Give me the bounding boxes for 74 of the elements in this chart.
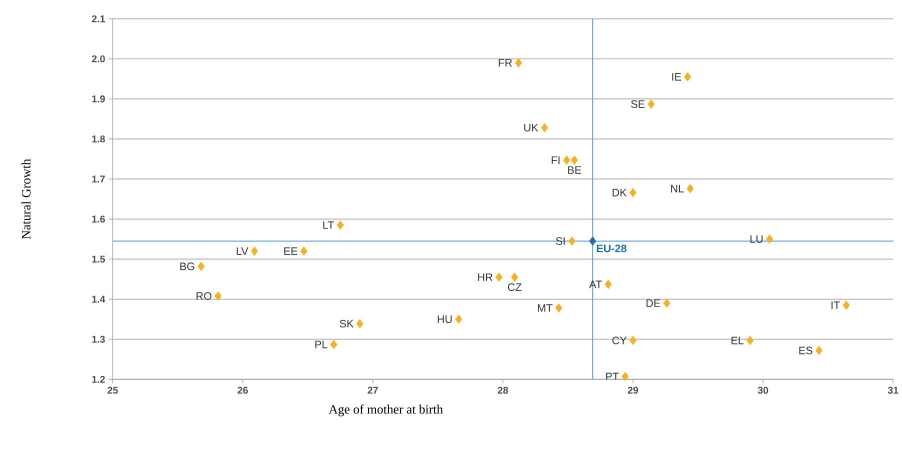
point: [455, 314, 462, 324]
point: [746, 336, 754, 345]
series-label: EU-28: [596, 244, 626, 252]
annotation: NL: [671, 184, 684, 192]
point: [686, 184, 694, 194]
x-tick-label: 27: [368, 386, 378, 394]
point: [589, 236, 596, 246]
annotation: DK: [612, 188, 627, 196]
annotation: UK: [524, 124, 538, 132]
point: [214, 291, 222, 300]
point: [766, 234, 774, 244]
point: [250, 246, 258, 256]
x-tick-label: 30: [758, 386, 768, 394]
y-tick-label: 1.5: [92, 255, 105, 262]
x-axis-title: Age of mother at birth: [328, 404, 443, 416]
point: [300, 246, 308, 256]
y-tick-label: 1.8: [92, 135, 105, 142]
annotation: DE: [646, 299, 660, 307]
x-tick-label: 31: [888, 386, 898, 394]
y-tick-label: 1.4: [92, 296, 106, 302]
annotation: BE: [568, 166, 582, 174]
annotation: CZ: [508, 283, 522, 291]
point: [514, 58, 522, 68]
annotation: LT: [323, 221, 334, 229]
annotation: FR: [498, 58, 512, 66]
x-tick-label: 29: [628, 386, 638, 394]
annotation: MT: [538, 304, 552, 312]
point: [842, 300, 850, 310]
x-tick-label: 25: [108, 386, 118, 394]
annotation: LV: [236, 247, 248, 255]
y-tick-label: 2.0: [92, 55, 105, 62]
point: [684, 72, 692, 82]
point: [629, 336, 637, 345]
annotation: SK: [340, 320, 354, 328]
annotation: SE: [631, 100, 645, 108]
annotation: HU: [438, 315, 452, 323]
annotation: EL: [732, 336, 744, 344]
annotation: IE: [672, 72, 682, 80]
y-tick-label: 2.1: [92, 15, 105, 22]
point: [570, 155, 578, 165]
point: [629, 188, 637, 198]
annotation: CY: [612, 336, 627, 344]
y-tick-label: 1.7: [92, 175, 105, 182]
y-tick-label: 1.9: [92, 95, 105, 102]
annotation: ES: [799, 346, 812, 354]
annotation: EE: [284, 247, 298, 255]
point: [336, 220, 344, 230]
y-axis-title: Natural Growth: [21, 158, 30, 239]
y-tick-label: 1.2: [92, 376, 105, 383]
annotation: PL: [315, 340, 328, 348]
point: [495, 272, 503, 282]
point: [663, 298, 670, 308]
point: [568, 236, 576, 246]
annotation: HR: [478, 273, 492, 281]
y-tick-label: 1.3: [92, 336, 105, 343]
point: [330, 340, 338, 349]
x-tick-label: 26: [238, 386, 248, 394]
point: [815, 346, 823, 355]
point: [604, 280, 612, 289]
annotation: BG: [180, 262, 194, 270]
point: [356, 318, 364, 328]
annotation: FI: [552, 156, 560, 164]
point: [622, 372, 629, 381]
annotation: PT: [606, 372, 619, 380]
point: [648, 99, 655, 109]
annotation: RO: [196, 292, 212, 300]
point: [511, 272, 518, 282]
point: [555, 303, 562, 312]
point: [198, 262, 205, 271]
y-tick-label: 1.6: [92, 215, 105, 222]
point: [540, 122, 548, 132]
x-tick-label: 28: [498, 386, 508, 394]
point: [563, 155, 570, 165]
annotation: IT: [832, 301, 840, 309]
